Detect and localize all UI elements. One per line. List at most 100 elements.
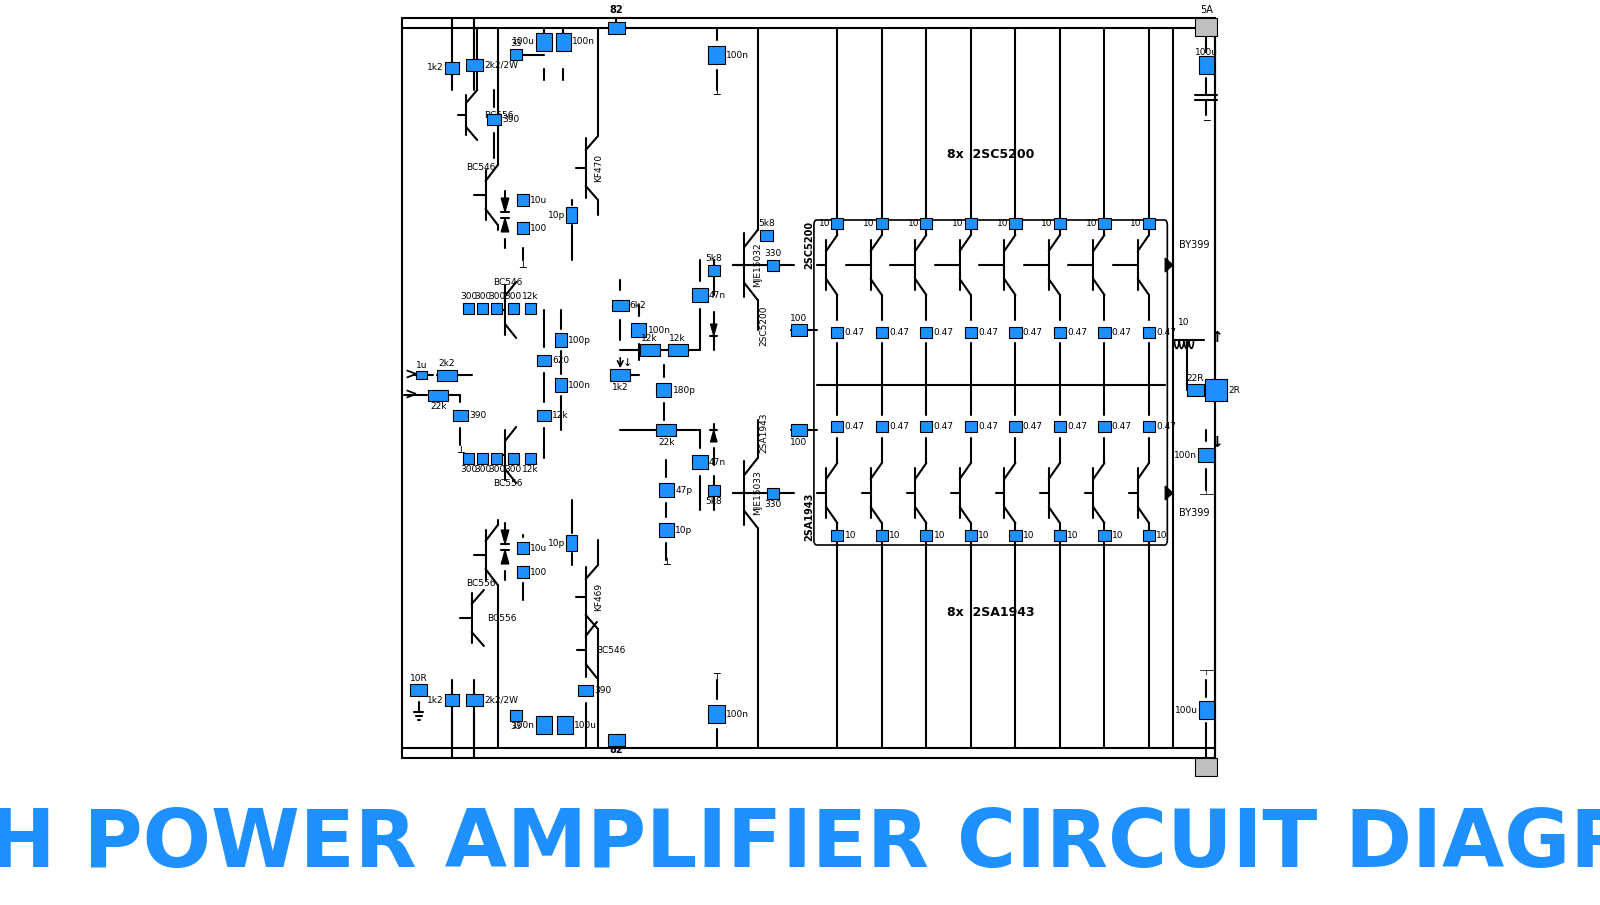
Polygon shape bbox=[710, 324, 717, 336]
Bar bbox=[656, 424, 677, 436]
Bar bbox=[830, 421, 843, 432]
Text: 0.47: 0.47 bbox=[1157, 328, 1176, 337]
Bar bbox=[790, 424, 808, 436]
Text: ─┴─: ─┴─ bbox=[1198, 490, 1214, 499]
Bar bbox=[830, 327, 843, 338]
Text: 1k2: 1k2 bbox=[427, 63, 443, 72]
Bar bbox=[766, 260, 779, 271]
Text: 2SC5200: 2SC5200 bbox=[803, 221, 814, 269]
Polygon shape bbox=[1165, 258, 1173, 272]
Bar bbox=[491, 302, 502, 313]
Text: 1u: 1u bbox=[416, 360, 427, 369]
Text: 22k: 22k bbox=[430, 402, 446, 411]
Text: 0.47: 0.47 bbox=[978, 328, 998, 337]
Bar bbox=[875, 327, 888, 338]
Text: 300: 300 bbox=[488, 292, 506, 301]
Text: 300: 300 bbox=[488, 465, 506, 474]
Text: 100: 100 bbox=[530, 224, 547, 233]
Bar bbox=[1142, 327, 1155, 338]
Text: 300: 300 bbox=[474, 292, 491, 301]
Text: 47p: 47p bbox=[675, 485, 693, 494]
Text: 300: 300 bbox=[461, 465, 477, 474]
Polygon shape bbox=[501, 198, 509, 212]
Text: 100u: 100u bbox=[1195, 48, 1218, 57]
Text: 0.47: 0.47 bbox=[1157, 422, 1176, 431]
Text: 100n: 100n bbox=[648, 326, 670, 335]
Bar bbox=[1010, 529, 1021, 540]
Text: 10: 10 bbox=[933, 530, 946, 539]
Text: 1k2: 1k2 bbox=[611, 383, 629, 392]
Bar bbox=[610, 369, 630, 381]
Text: 10p: 10p bbox=[547, 538, 565, 548]
Text: 0.47: 0.47 bbox=[1067, 328, 1086, 337]
Text: 5A: 5A bbox=[1200, 5, 1213, 15]
Text: 10: 10 bbox=[978, 530, 989, 539]
Text: 2k2: 2k2 bbox=[438, 359, 454, 368]
Text: 0.47: 0.47 bbox=[845, 422, 864, 431]
Bar bbox=[445, 62, 459, 74]
Bar bbox=[1195, 18, 1218, 36]
Bar bbox=[709, 705, 725, 723]
Text: 0.47: 0.47 bbox=[978, 422, 998, 431]
Text: BC556: BC556 bbox=[493, 479, 523, 488]
Text: BY399: BY399 bbox=[1179, 240, 1210, 250]
Text: 5k8: 5k8 bbox=[706, 254, 722, 263]
Bar bbox=[920, 217, 933, 228]
Bar bbox=[566, 207, 578, 223]
Bar bbox=[1054, 529, 1066, 540]
Bar bbox=[464, 452, 475, 463]
Bar bbox=[1098, 529, 1110, 540]
Text: 0.47: 0.47 bbox=[1112, 422, 1131, 431]
Bar bbox=[707, 264, 720, 275]
Bar bbox=[1098, 217, 1110, 228]
Bar bbox=[875, 421, 888, 432]
Text: 12k: 12k bbox=[522, 465, 539, 474]
Bar bbox=[830, 529, 843, 540]
Bar bbox=[640, 344, 659, 356]
Bar bbox=[510, 710, 522, 720]
Text: 5A: 5A bbox=[1200, 763, 1213, 773]
Bar bbox=[555, 378, 566, 392]
Text: BC546: BC546 bbox=[493, 278, 523, 287]
Polygon shape bbox=[710, 430, 717, 442]
Text: BC556: BC556 bbox=[488, 614, 517, 623]
Text: 10: 10 bbox=[1067, 530, 1078, 539]
Bar bbox=[920, 529, 933, 540]
Bar bbox=[525, 452, 536, 463]
Bar bbox=[510, 50, 522, 61]
Bar bbox=[536, 716, 552, 734]
Text: 2SC5200: 2SC5200 bbox=[760, 305, 768, 346]
Bar bbox=[965, 327, 978, 338]
Text: BC556: BC556 bbox=[483, 110, 514, 119]
Bar bbox=[1010, 217, 1021, 228]
Text: >: > bbox=[405, 367, 418, 383]
Text: 0.47: 0.47 bbox=[845, 328, 864, 337]
Bar bbox=[557, 716, 573, 734]
Bar bbox=[1054, 327, 1066, 338]
Bar bbox=[517, 566, 530, 578]
Bar bbox=[875, 217, 888, 228]
Text: KF469: KF469 bbox=[594, 583, 603, 611]
Bar bbox=[477, 302, 488, 313]
Text: MJE15033: MJE15033 bbox=[752, 471, 762, 515]
Bar bbox=[507, 452, 518, 463]
Text: 8x  2SA1943: 8x 2SA1943 bbox=[947, 605, 1035, 618]
Text: ─┬─: ─┬─ bbox=[1198, 666, 1214, 675]
Text: 10p: 10p bbox=[675, 526, 693, 535]
Bar bbox=[517, 542, 530, 554]
Bar bbox=[766, 488, 779, 499]
Text: 8x  2SC5200: 8x 2SC5200 bbox=[947, 148, 1034, 161]
Text: 100: 100 bbox=[790, 313, 808, 322]
Text: 47n: 47n bbox=[709, 291, 726, 300]
Text: 33: 33 bbox=[510, 39, 522, 48]
Bar bbox=[536, 409, 552, 421]
Text: 300: 300 bbox=[461, 292, 477, 301]
Text: KF470: KF470 bbox=[594, 154, 603, 182]
Text: 10: 10 bbox=[845, 530, 856, 539]
Text: 2k2/2W: 2k2/2W bbox=[483, 696, 518, 704]
Bar bbox=[517, 194, 530, 206]
Bar bbox=[659, 483, 674, 497]
Bar bbox=[536, 355, 552, 366]
Bar bbox=[693, 288, 707, 302]
Text: 300: 300 bbox=[474, 465, 491, 474]
